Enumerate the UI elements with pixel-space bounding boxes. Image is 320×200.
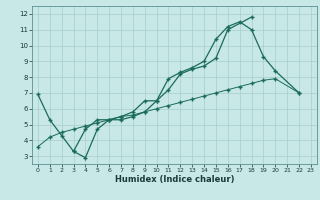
X-axis label: Humidex (Indice chaleur): Humidex (Indice chaleur)	[115, 175, 234, 184]
